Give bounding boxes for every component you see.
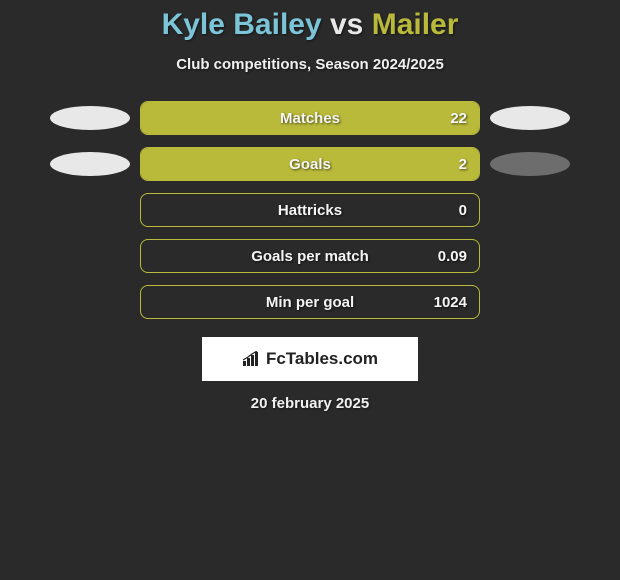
stat-bar: Min per goal 1024: [140, 285, 480, 319]
stat-label: Hattricks: [141, 202, 479, 219]
right-marker-icon: [490, 106, 570, 130]
left-marker-icon: [50, 106, 130, 130]
stat-value: 22: [450, 110, 467, 127]
right-marker-icon: [490, 152, 570, 176]
logo: FcTables.com: [242, 349, 378, 369]
stat-bar: Goals per match 0.09: [140, 239, 480, 273]
stat-row-goals: Goals 2: [0, 147, 620, 181]
stat-label: Goals: [141, 156, 479, 173]
page-title: Kyle Bailey vs Mailer: [0, 8, 620, 42]
left-marker-icon: [50, 152, 130, 176]
logo-box: FcTables.com: [202, 337, 418, 381]
stat-row-gpm: Goals per match 0.09: [0, 239, 620, 273]
stat-bar: Matches 22: [140, 101, 480, 135]
stat-label: Goals per match: [141, 248, 479, 265]
stat-bar: Goals 2: [140, 147, 480, 181]
stat-row-hattricks: Hattricks 0: [0, 193, 620, 227]
stat-bar: Hattricks 0: [140, 193, 480, 227]
stat-value: 0: [459, 202, 467, 219]
player1-name: Kyle Bailey: [162, 8, 322, 41]
stat-label: Matches: [141, 110, 479, 127]
logo-text: FcTables.com: [266, 349, 378, 369]
stats-list: Matches 22 Goals 2 Hattricks 0: [0, 101, 620, 319]
stat-value: 2: [459, 156, 467, 173]
vs-text: vs: [322, 8, 372, 41]
stat-label: Min per goal: [141, 294, 479, 311]
subtitle: Club competitions, Season 2024/2025: [0, 56, 620, 73]
stat-value: 1024: [434, 294, 467, 311]
bar-chart-icon: [242, 351, 262, 367]
comparison-card: Kyle Bailey vs Mailer Club competitions,…: [0, 0, 620, 412]
player2-name: Mailer: [372, 8, 459, 41]
stat-value: 0.09: [438, 248, 467, 265]
stat-row-mpg: Min per goal 1024: [0, 285, 620, 319]
stat-row-matches: Matches 22: [0, 101, 620, 135]
date-text: 20 february 2025: [0, 395, 620, 412]
